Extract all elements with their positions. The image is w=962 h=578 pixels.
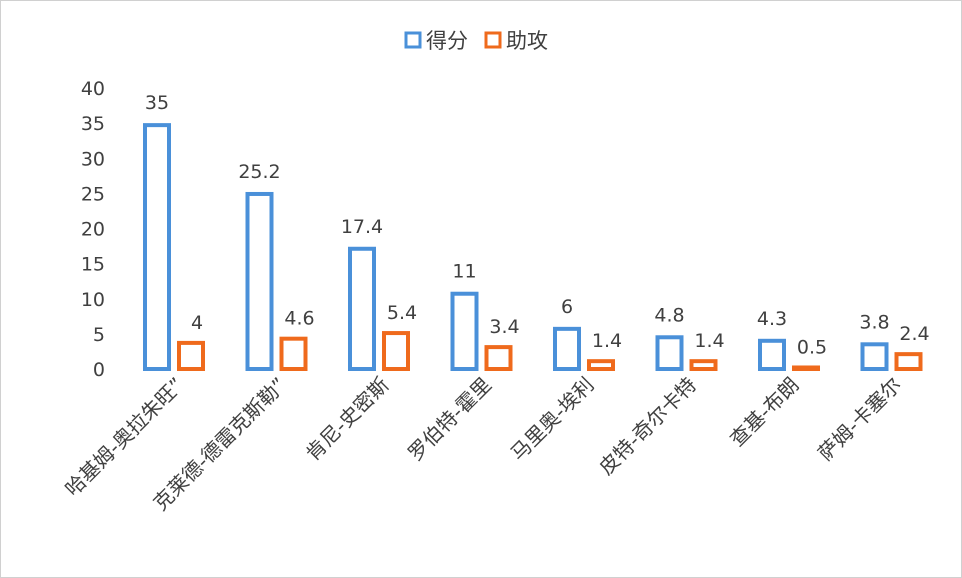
data-label: 3.4	[489, 316, 519, 338]
data-label: 4.6	[284, 308, 314, 330]
y-tick-label: 15	[81, 254, 105, 276]
x-tick-label: 罗伯特-霍里	[403, 373, 496, 466]
legend-swatch-1	[404, 31, 422, 49]
y-tick-label: 10	[81, 289, 105, 311]
x-tick-label: 皮特-奇尔卡特	[594, 373, 701, 480]
legend-label-1: 得分	[426, 29, 468, 53]
data-label: 35	[145, 92, 169, 114]
bar-assists	[894, 352, 923, 372]
data-label: 11	[452, 261, 476, 283]
y-tick-label: 20	[81, 219, 105, 241]
x-tick-label: 肯尼-史密斯	[301, 373, 394, 466]
data-label: 5.4	[387, 302, 417, 324]
bar-assists	[689, 359, 718, 372]
data-label: 6	[561, 296, 573, 318]
bar-assists	[177, 340, 205, 371]
bar-points	[758, 338, 786, 372]
bar-points	[245, 191, 274, 371]
data-label: 0.5	[797, 336, 827, 358]
data-label: 4	[191, 312, 203, 334]
data-label: 25.2	[238, 161, 280, 183]
data-label: 3.8	[859, 311, 889, 333]
bar-assists	[484, 345, 513, 371]
data-label: 17.4	[341, 216, 383, 238]
data-label: 1.4	[694, 330, 724, 352]
bar-assists	[279, 336, 308, 371]
data-label: 1.4	[592, 330, 622, 352]
x-tick-label: 查基-布朗	[725, 373, 804, 452]
bar-points	[348, 246, 376, 371]
bar-points	[860, 342, 889, 371]
bar-points	[553, 326, 581, 372]
x-tick-label: 马里奥-埃利	[506, 373, 599, 466]
y-tick-label: 40	[81, 78, 105, 100]
bar-assists	[382, 331, 410, 372]
data-label: 4.8	[654, 304, 684, 326]
y-tick-label: 0	[93, 359, 105, 381]
y-tick-label: 5	[93, 324, 105, 346]
bar-points	[450, 291, 479, 372]
legend-label-2: 助攻	[506, 29, 548, 53]
bar-points	[655, 335, 684, 371]
data-label: 4.3	[757, 308, 787, 330]
y-tick-label: 30	[81, 148, 105, 170]
bar-points	[143, 123, 171, 371]
y-tick-label: 25	[81, 183, 105, 205]
y-tick-label: 35	[81, 113, 105, 135]
x-tick-label: 萨姆-卡塞尔	[813, 373, 906, 466]
legend-swatch-2	[484, 31, 502, 49]
bar-assists	[587, 359, 615, 372]
bar-assists	[792, 365, 820, 371]
data-label: 2.4	[899, 323, 929, 345]
